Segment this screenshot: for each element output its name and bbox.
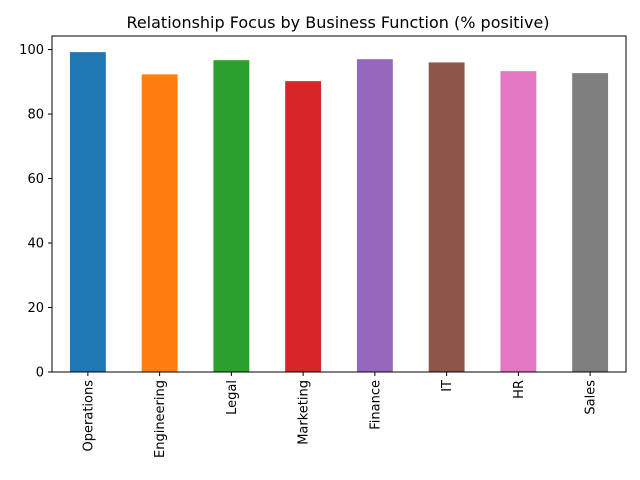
x-tick-label: Sales <box>584 380 599 415</box>
x-tick-label: HR <box>512 380 527 399</box>
bars <box>69 52 609 373</box>
y-tick-label: 20 <box>27 301 44 316</box>
y-axis: 0 20 40 60 80 100 <box>19 43 52 381</box>
bar-engineering <box>141 74 178 372</box>
bar-hr <box>500 71 537 372</box>
bar-operations <box>69 52 106 373</box>
y-tick-label: 100 <box>19 43 44 58</box>
plot-frame <box>51 35 627 373</box>
bar-legal <box>213 60 250 372</box>
chart-title: Relationship Focus by Business Function … <box>126 13 549 32</box>
x-axis: Operations Engineering Legal Marketing Finan… <box>81 372 599 458</box>
bar-marketing <box>285 81 322 372</box>
bar-finance <box>356 59 393 373</box>
y-tick-label: 0 <box>36 366 44 381</box>
bar-sales <box>572 73 609 373</box>
x-tick-label: Legal <box>225 380 240 415</box>
x-tick-label: Finance <box>368 380 383 430</box>
x-tick-label: Marketing <box>297 380 312 445</box>
y-tick-label: 40 <box>27 237 44 252</box>
bar-it <box>428 62 465 372</box>
y-tick-label: 60 <box>27 172 44 187</box>
y-tick-label: 80 <box>27 108 44 123</box>
x-tick-label: Engineering <box>153 380 168 458</box>
x-tick-label: Operations <box>81 380 96 452</box>
x-tick-label: IT <box>440 380 455 392</box>
